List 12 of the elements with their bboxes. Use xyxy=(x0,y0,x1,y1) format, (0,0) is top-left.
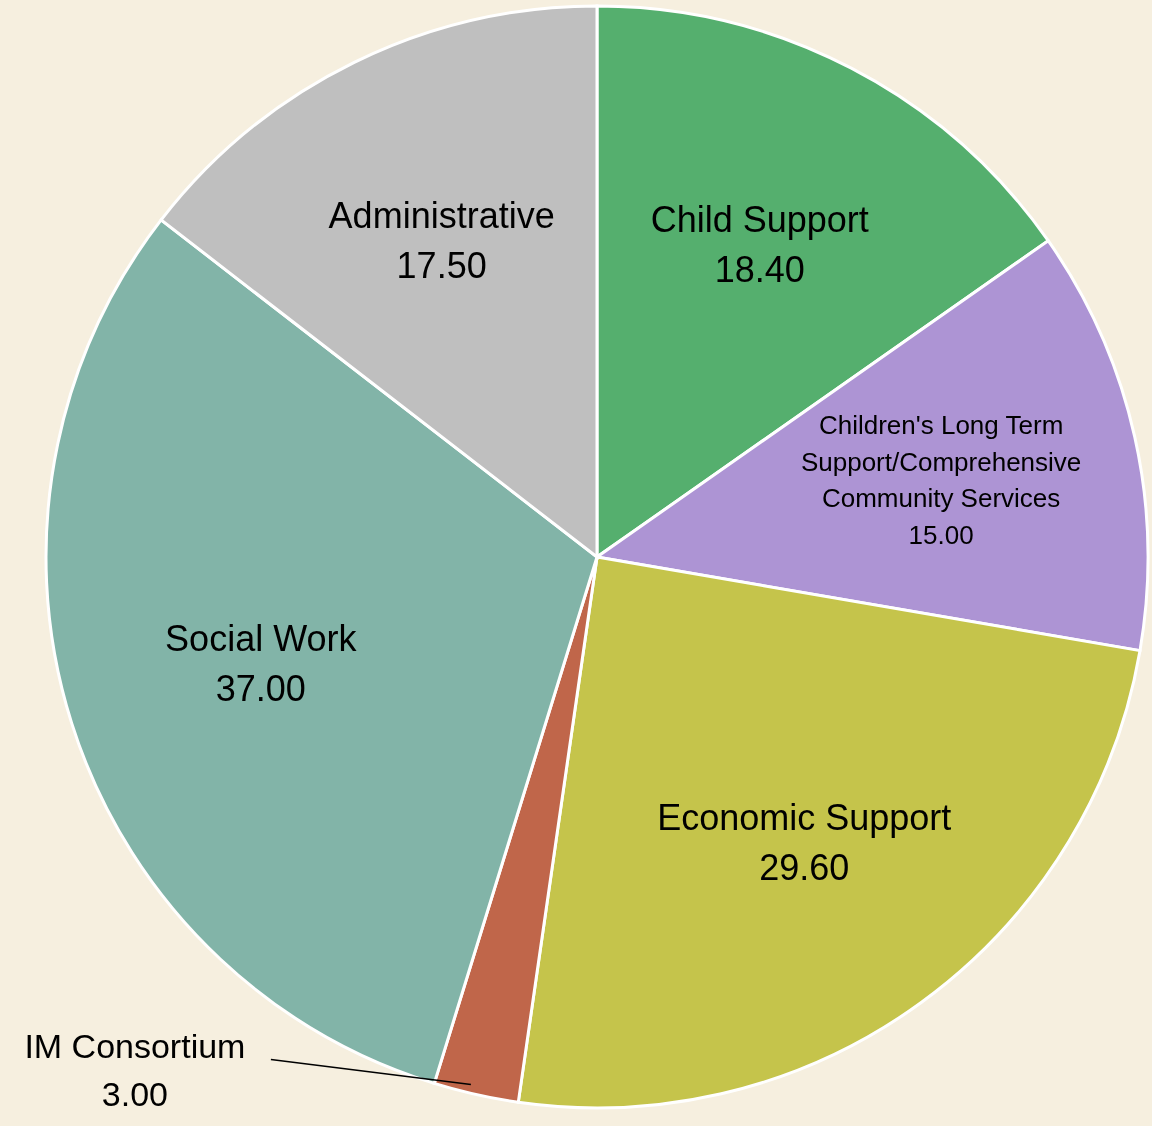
data-label: 17.50 xyxy=(396,245,487,287)
data-label: 37.00 xyxy=(215,668,306,710)
slice-label: IM Consortium xyxy=(24,1026,246,1065)
slice-label: Social Work xyxy=(165,617,358,659)
data-label: 15.00 xyxy=(908,519,974,550)
slice-label: Economic Support xyxy=(657,796,952,838)
data-label: 3.00 xyxy=(101,1074,168,1113)
slice-label: Children's Long Term Support/Comprehensive Community Services xyxy=(800,410,1082,514)
data-label: 29.60 xyxy=(759,847,850,889)
slice-label: Administrative xyxy=(328,194,555,236)
slice-label: Child Support xyxy=(650,198,869,240)
data-label: 18.40 xyxy=(714,248,805,290)
